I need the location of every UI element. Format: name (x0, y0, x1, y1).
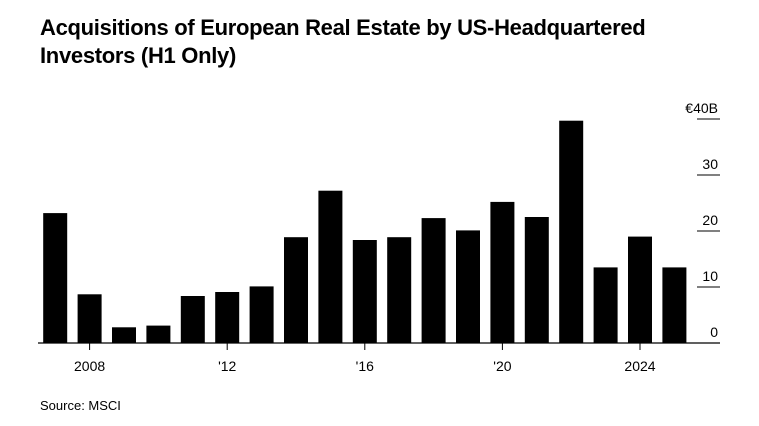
bar-2010 (146, 325, 171, 343)
y-tick-label-10: 10 (702, 268, 718, 284)
bar-2017 (387, 237, 412, 343)
y-tick-label-30: 30 (702, 156, 718, 172)
bar-2016 (352, 240, 377, 343)
bar-2013 (249, 286, 274, 343)
x-axis-ticks: 2008 '12 '16 '20 2024 (74, 343, 656, 374)
y-tick-label-0: 0 (710, 324, 718, 340)
bar-2008 (77, 294, 102, 343)
x-tick-label-2008: 2008 (74, 358, 105, 374)
y-tick-label-20: 20 (702, 212, 718, 228)
chart-title: Acquisitions of European Real Estate by … (40, 15, 646, 68)
bar-2014 (284, 237, 308, 343)
bar-2019 (456, 230, 480, 343)
x-tick-label-2024: 2024 (624, 358, 655, 374)
bar-2020 (490, 201, 515, 343)
bar-2024 (628, 236, 652, 343)
bar-2012 (215, 292, 240, 343)
y-tick-label-40: €40B (685, 100, 718, 116)
bar-2015 (318, 190, 343, 343)
y-axis-ticks: €40B 30 20 10 0 (685, 100, 720, 340)
bar-2009 (112, 327, 136, 343)
bar-2018 (421, 218, 446, 343)
bar-2021 (524, 217, 549, 343)
source-note: Source: MSCI (40, 398, 121, 413)
bars-group (43, 120, 687, 343)
bar-2011 (180, 296, 205, 343)
bar-2022 (559, 120, 584, 343)
bar-2007 (43, 213, 68, 343)
bar-2023 (593, 267, 618, 343)
x-tick-label-2012: '12 (218, 358, 236, 374)
bar-2025 (662, 267, 687, 343)
x-tick-label-2020: '20 (493, 358, 511, 374)
x-tick-label-2016: '16 (356, 358, 374, 374)
